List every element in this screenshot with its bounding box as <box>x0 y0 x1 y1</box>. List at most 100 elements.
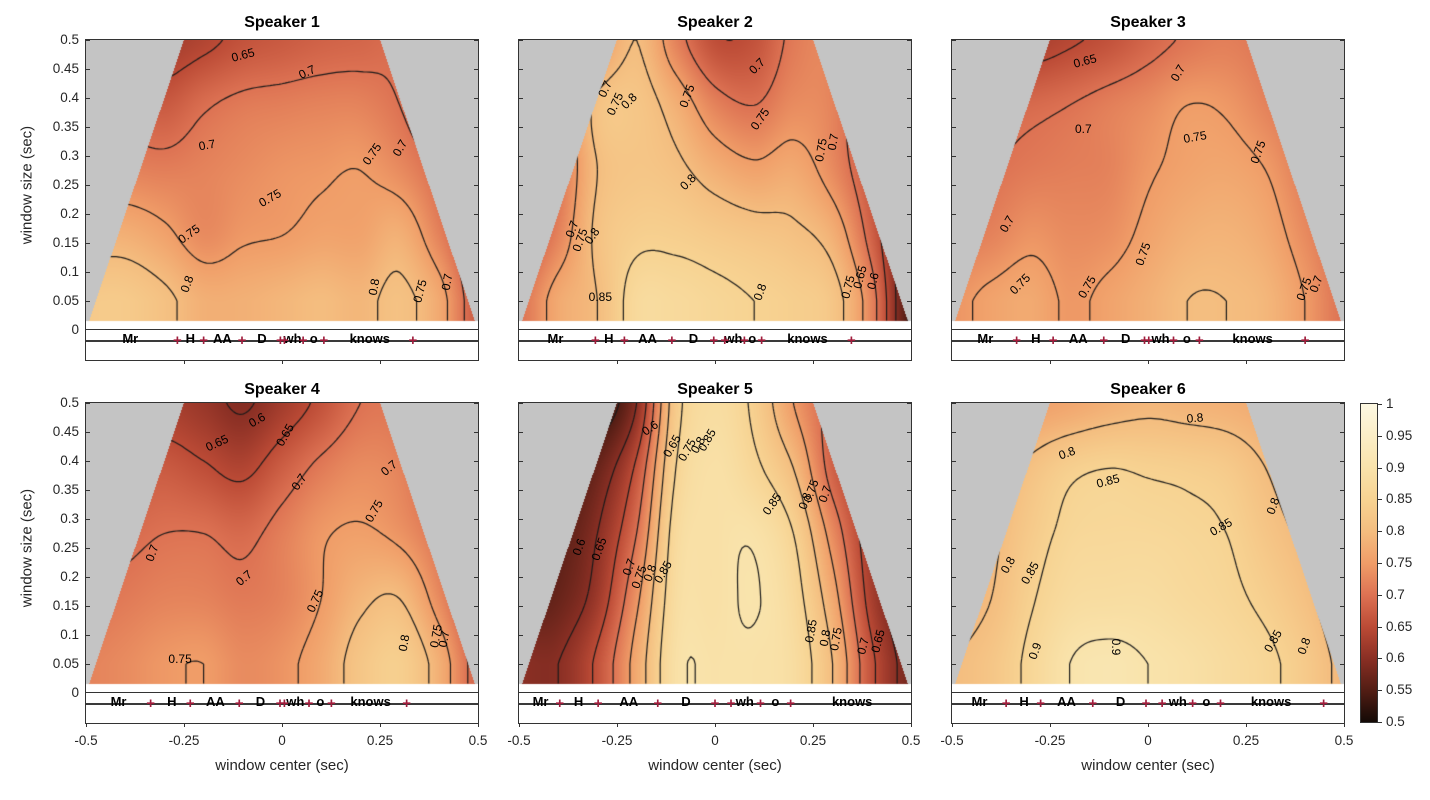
x-tick-label: 0.5 <box>901 733 921 748</box>
y-tick <box>519 432 523 433</box>
colorbar-tick-label: 1 <box>1386 396 1394 411</box>
y-tick <box>1340 185 1344 186</box>
word-label: wh <box>1168 694 1187 709</box>
word-strip-line <box>952 702 1344 705</box>
y-tick <box>86 185 90 186</box>
word-boundary-marker: + <box>1169 331 1178 349</box>
y-tick <box>907 127 911 128</box>
colorbar-tick-label: 0.8 <box>1386 523 1405 539</box>
contour-label-speaker-2: 0.85 <box>588 290 613 305</box>
y-tick <box>519 301 523 302</box>
x-tick <box>715 360 716 364</box>
word-boundary-marker: + <box>1188 694 1198 712</box>
y-tick <box>474 577 478 578</box>
y-tick <box>86 98 90 99</box>
y-tick <box>86 635 90 636</box>
x-tick-label: 0.25 <box>799 733 827 748</box>
y-tick-label: 0.2 <box>60 569 79 584</box>
word-label: wh <box>286 694 305 709</box>
word-boundary-marker: + <box>1012 331 1022 349</box>
y-tick <box>907 548 911 549</box>
y-tick-label: 0.1 <box>60 264 79 279</box>
word-label: Mr <box>532 694 549 709</box>
contour-label-speaker-6: 0.8 <box>1185 410 1204 426</box>
y-tick <box>1340 214 1344 215</box>
x-tick <box>813 723 814 727</box>
x-tick <box>1344 723 1345 727</box>
panel-title-speaker-5: Speaker 5 <box>677 381 753 398</box>
x-tick-label: 0.5 <box>468 733 488 748</box>
contour-surface-speaker-5 <box>519 403 911 693</box>
x-axis-label: window center (sec) <box>648 757 782 774</box>
y-tick <box>1340 403 1344 404</box>
y-tick <box>907 98 911 99</box>
word-label: H <box>1031 331 1041 346</box>
word-label: wh <box>724 331 743 346</box>
contour-axes-speaker-1: 0.65 0.7 0.7 0.75 0.7 0.75 0.75 0.8 0.8 0.75 0.7 <box>85 39 479 331</box>
word-label: H <box>1019 694 1029 709</box>
word-label: o <box>771 694 780 709</box>
y-tick <box>907 40 911 41</box>
contour-surface-speaker-3 <box>952 40 1344 330</box>
word-label: H <box>604 331 614 346</box>
word-boundary-marker: + <box>1001 694 1011 712</box>
word-boundary-marker: + <box>185 694 195 712</box>
y-tick <box>519 98 523 99</box>
y-tick-label: 0.2 <box>60 206 79 221</box>
contour-axes-speaker-3: 0.65 0.7 0.7 0.75 0.75 0.7 0.75 0.75 0.75 0.75 0.7 <box>951 39 1345 331</box>
y-tick <box>474 185 478 186</box>
contour-axes-speaker-2: 0.7 0.75 0.8 0.75 0.7 0.75 0.7 0.75 0.8 0.7 0.75 0.… <box>518 39 912 331</box>
contour-label-speaker-1: 0.8 <box>365 277 383 297</box>
y-tick-label: 0.5 <box>60 395 79 410</box>
y-tick <box>519 69 523 70</box>
y-tick <box>1340 243 1344 244</box>
colorbar-tick-label: 0.55 <box>1386 682 1413 698</box>
y-tick <box>1340 490 1344 491</box>
y-tick <box>474 272 478 273</box>
word-boundary-marker: + <box>1300 331 1310 349</box>
x-tick <box>184 360 185 364</box>
word-label: knows <box>1232 331 1273 346</box>
x-tick-label: 0.25 <box>1232 733 1260 748</box>
word-label: o <box>309 331 318 346</box>
colorbar-tick-label: 0.75 <box>1386 555 1413 570</box>
word-boundary-marker: + <box>1036 694 1045 712</box>
x-axis-label: window center (sec) <box>1081 757 1215 774</box>
x-tick-label: -0.5 <box>74 733 98 748</box>
y-tick-label: 0.25 <box>52 540 79 555</box>
y-tick <box>519 40 523 41</box>
word-label: Mr <box>110 694 127 709</box>
y-tick <box>1340 69 1344 70</box>
panel-title-speaker-1: Speaker 1 <box>244 14 320 31</box>
y-tick <box>907 403 911 404</box>
x-tick <box>380 360 381 364</box>
y-tick <box>474 519 478 520</box>
colorbar-tick-label: 0.5 <box>1386 714 1405 729</box>
colorbar-tick-label: 0.95 <box>1386 427 1413 443</box>
x-tick-label: -0.25 <box>1034 733 1066 748</box>
word-label: D <box>688 331 699 346</box>
word-boundary-marker: + <box>847 331 856 349</box>
y-tick <box>519 577 523 578</box>
word-label: knows <box>1250 694 1292 709</box>
y-tick <box>1340 40 1344 41</box>
x-tick <box>952 723 953 727</box>
y-tick <box>474 432 478 433</box>
y-tick <box>519 635 523 636</box>
word-boundary-marker: + <box>1194 331 1204 349</box>
y-tick <box>952 98 956 99</box>
y-tick <box>1340 577 1344 578</box>
x-tick-label: 0.5 <box>1334 733 1354 748</box>
colorbar-tick-label: 0.6 <box>1386 650 1405 666</box>
y-tick <box>86 127 90 128</box>
x-tick <box>911 723 912 727</box>
contour-axes-speaker-6: 0.8 0.8 0.85 0.85 0.8 0.8 0.85 0.9 0.9 0.85 0.8 <box>951 402 1345 694</box>
y-tick <box>1340 432 1344 433</box>
x-tick <box>478 723 479 727</box>
x-tick <box>519 723 520 727</box>
word-boundary-marker: + <box>279 331 289 349</box>
y-tick <box>474 156 478 157</box>
word-boundary-marker: + <box>1319 694 1328 712</box>
y-tick-label: 0.45 <box>52 61 79 76</box>
